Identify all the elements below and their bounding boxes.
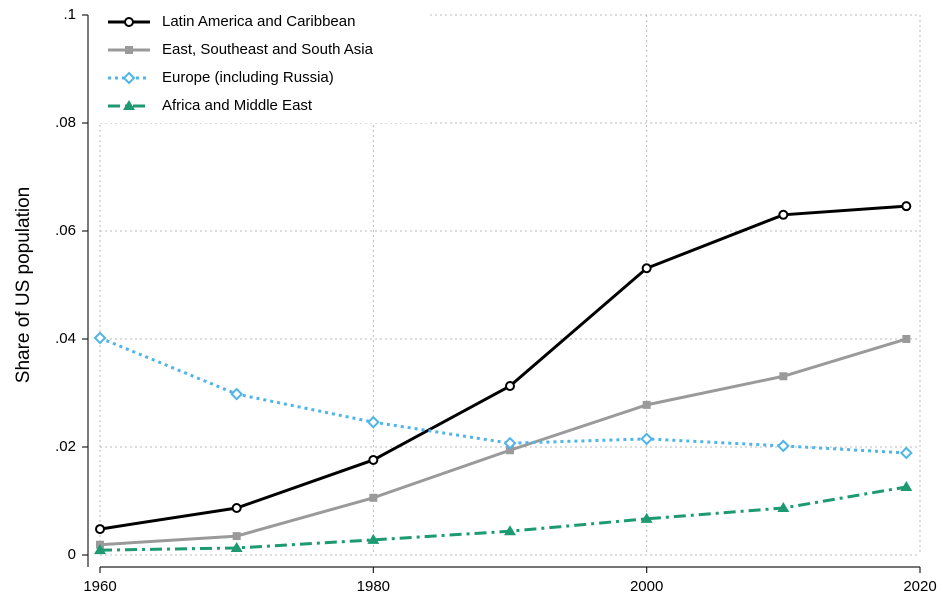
y-tick-label: .06: [55, 222, 76, 239]
y-tick-label: 0: [68, 546, 76, 563]
legend-label: Europe (including Russia): [162, 69, 334, 86]
point: [232, 532, 241, 541]
legend: Latin America and Caribbean East, Southea…: [98, 8, 428, 123]
y-tick-label: .02: [55, 438, 76, 455]
point: [776, 439, 790, 453]
point: [642, 400, 651, 409]
point: [901, 201, 912, 212]
point: [902, 335, 911, 343]
point: [900, 480, 913, 491]
point: [640, 512, 653, 523]
legend-box: [98, 8, 428, 123]
point: [95, 524, 105, 535]
x-tick-label: 2000: [630, 578, 663, 595]
point: [641, 263, 652, 274]
y-tick-label: .1: [63, 6, 76, 23]
point: [94, 544, 106, 555]
legend-marker: [125, 46, 133, 54]
point: [777, 502, 790, 513]
point: [504, 525, 516, 536]
point: [366, 415, 380, 429]
point: [778, 209, 789, 220]
x-tick-label: 2020: [903, 578, 936, 595]
series-line: [99, 204, 907, 531]
point: [503, 436, 517, 450]
legend-marker: [123, 100, 135, 110]
series-line: [99, 485, 907, 552]
point: [93, 331, 107, 345]
series-line: [99, 336, 907, 455]
point: [231, 503, 242, 514]
x-tick-label: 1960: [83, 578, 116, 595]
point: [230, 541, 243, 552]
legend-label: East, Southeast and South Asia: [162, 41, 374, 58]
point: [505, 380, 515, 391]
point: [506, 446, 514, 455]
legend-marker: [124, 17, 134, 27]
point: [369, 493, 378, 502]
point: [640, 432, 654, 446]
legend-marker: [122, 71, 136, 85]
legend-label: Africa and Middle East: [162, 97, 313, 114]
x-tick-label: 1980: [357, 578, 390, 595]
y-tick-label: .04: [55, 330, 76, 347]
point: [899, 446, 913, 460]
point: [368, 454, 379, 465]
point: [367, 533, 380, 544]
point: [779, 372, 788, 381]
y-axis-label: Share of US population: [13, 187, 34, 383]
legend-label: Latin America and Caribbean: [162, 13, 355, 30]
point: [230, 387, 244, 401]
y-tick-label: .08: [55, 114, 76, 131]
